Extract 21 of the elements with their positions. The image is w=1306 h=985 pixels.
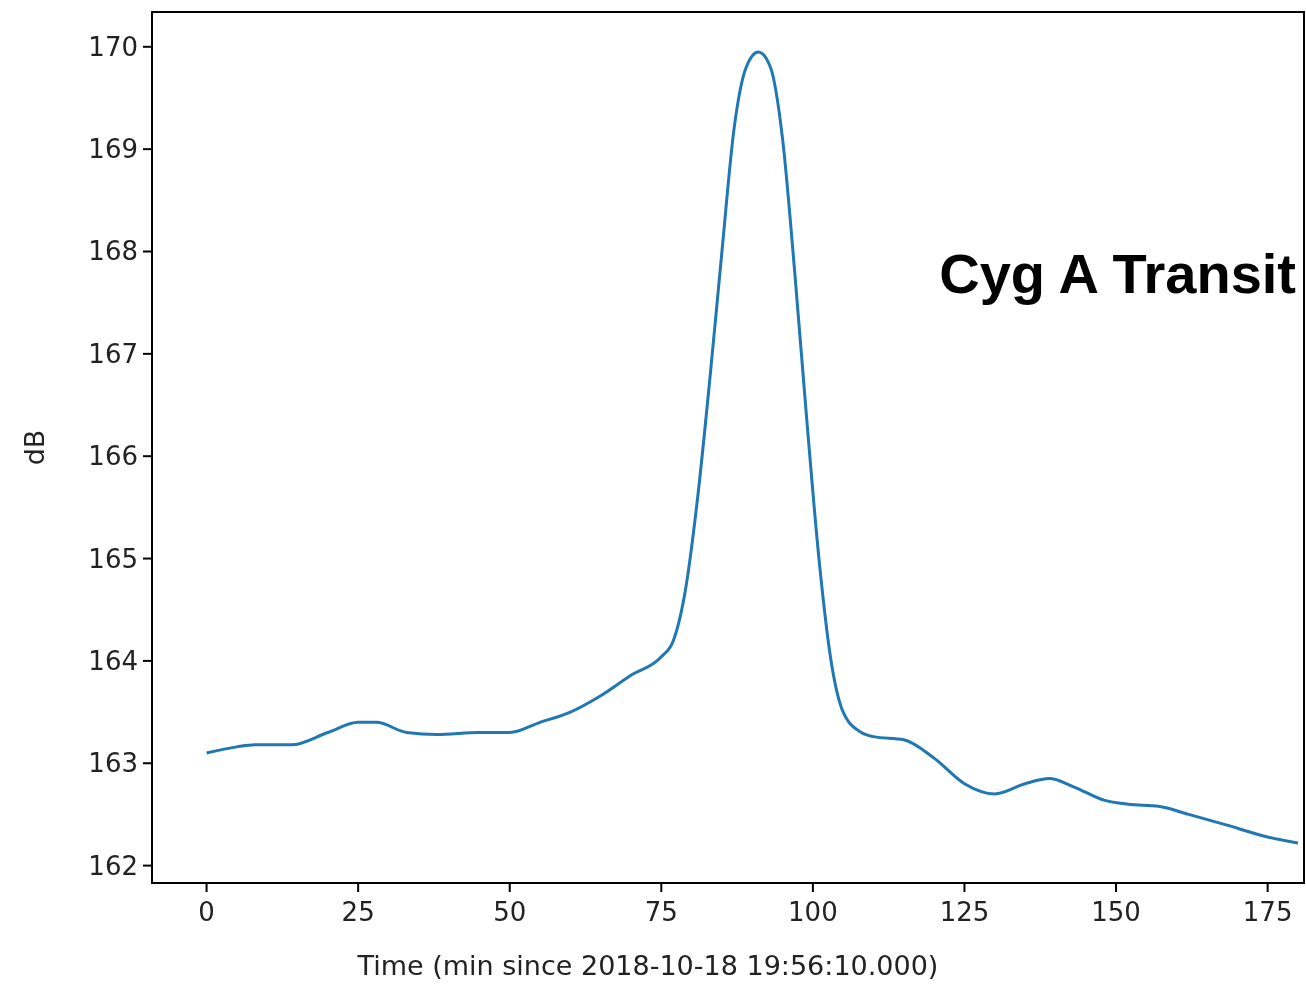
- y-tick-label: 169: [88, 134, 138, 165]
- x-tick-label: 175: [1242, 897, 1293, 927]
- y-axis-title: dB: [19, 429, 50, 466]
- y-tick-label: 167: [88, 338, 138, 369]
- y-tick-label: 164: [88, 645, 138, 676]
- y-tick-label: 168: [88, 236, 138, 267]
- x-axis-title: Time (min since 2018-10-18 19:56:10.000): [356, 950, 939, 981]
- annotation: Cyg A Transit: [939, 242, 1296, 305]
- x-tick-label: 25: [341, 897, 375, 927]
- x-tick-label: 75: [644, 897, 678, 927]
- x-tick-label: 50: [493, 897, 527, 927]
- y-tick-label: 163: [88, 748, 138, 779]
- y-tick-label: 165: [88, 543, 138, 574]
- y-tick-label: 166: [88, 441, 138, 472]
- y-tick-label: 170: [88, 31, 138, 62]
- x-tick-label: 0: [198, 897, 215, 927]
- x-tick-label: 150: [1091, 897, 1141, 927]
- line-series: [205, 50, 1300, 845]
- y-tick-label: 162: [88, 850, 138, 881]
- x-tick-label: 100: [788, 897, 838, 927]
- x-tick-label: 125: [939, 897, 990, 927]
